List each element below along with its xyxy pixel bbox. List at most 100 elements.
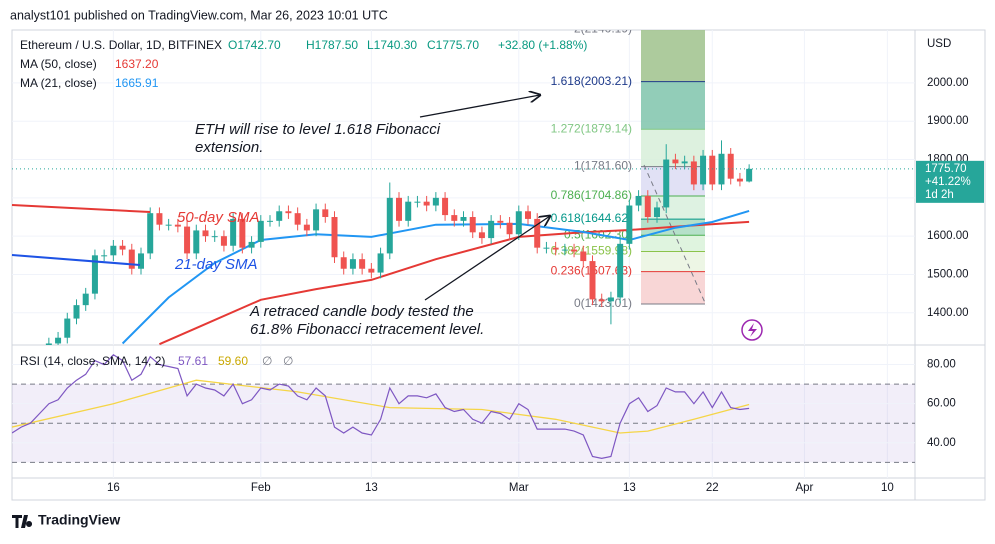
candle-body (110, 245, 117, 256)
candle-body (211, 236, 218, 238)
rsi-pane (12, 346, 915, 478)
ohlc-value: C1775.70 (427, 38, 479, 52)
candle-body (746, 168, 753, 182)
alert-icon-bolt (748, 323, 757, 337)
annotation: extension. (195, 139, 263, 156)
x-tick-label: Mar (509, 482, 529, 494)
x-tick-label: 13 (623, 482, 636, 494)
candle-body (736, 178, 743, 182)
candle-body (497, 220, 504, 223)
candle-body (469, 217, 476, 233)
candle-body (654, 207, 660, 218)
alert-icon[interactable] (741, 319, 763, 341)
candle-body (359, 259, 366, 269)
arrow (424, 216, 550, 301)
fib-zone (641, 81, 705, 130)
candle-body (709, 155, 716, 185)
annotation: 50-day SMA (177, 209, 260, 226)
legend-value: 1665.91 (115, 76, 159, 90)
footer: TradingView (38, 512, 120, 528)
overlay: 1400.001500.001600.001700.001800.001900.… (107, 38, 984, 494)
fib-label: 0.618(1644.62) (551, 211, 632, 225)
candle-body (331, 217, 338, 258)
candle-body (156, 213, 163, 225)
fib-label: 1(1781.60) (574, 159, 632, 173)
legend-name: MA (21, close) (20, 76, 97, 90)
candle-body (294, 213, 301, 225)
price-tag-countdown: 1d 2h (925, 189, 954, 201)
candle-body (220, 236, 227, 246)
y-tick-label: 1500.00 (927, 269, 969, 281)
fib-trend (643, 164, 707, 306)
candle-body (313, 209, 320, 231)
candle-body (442, 197, 449, 216)
candle-body (267, 220, 273, 222)
annotation: 21-day SMA (174, 256, 258, 273)
x-tick-label: 10 (881, 482, 894, 494)
candle-body (617, 243, 624, 298)
candle-body (672, 159, 679, 164)
candle-body (230, 218, 237, 246)
legend-name: MA (50, close) (20, 57, 97, 71)
candle-body (73, 305, 80, 319)
candle-body (488, 220, 495, 239)
candle-body (432, 197, 439, 206)
candle-body (405, 201, 412, 221)
candle-body (414, 201, 421, 203)
ohlc-value: L1740.30 (367, 38, 417, 52)
x-tick-label: 13 (365, 482, 378, 494)
rsi-legend: RSI (14, close, SMA, 14, 2) (20, 354, 165, 368)
rsi-legend-value: 57.61 (178, 354, 208, 368)
candle-body (91, 255, 98, 294)
candle-body (635, 195, 642, 206)
candle-body (322, 209, 329, 218)
x-tick-label: Feb (251, 482, 271, 494)
candle-body (239, 218, 246, 248)
annotation: A retraced candle body tested the (249, 303, 474, 320)
candle-body (340, 257, 347, 269)
fib-label: 1.272(1879.14) (551, 121, 632, 135)
candle-body (349, 259, 356, 269)
candle-body (506, 222, 513, 235)
rsi-tick-label: 80.00 (927, 359, 956, 371)
candle-body (690, 161, 697, 185)
candle-body (165, 224, 172, 226)
header: analyst101 published on TradingView.com,… (10, 8, 388, 22)
fib-zone (641, 30, 705, 82)
symbol: Ethereum / U.S. Dollar, 1D, BITFINEX (20, 38, 222, 52)
candle-body (285, 211, 292, 214)
candle-body (727, 153, 734, 179)
candle-body (101, 255, 108, 257)
y-tick-label: 1400.00 (927, 307, 969, 319)
candle-body (423, 201, 430, 206)
candle-body (598, 299, 605, 302)
fib-label: 0(1423.01) (574, 296, 632, 310)
candle-body (543, 247, 550, 249)
rsi-line (12, 354, 750, 460)
annotation: ETH will rise to level 1.618 Fibonacci (195, 121, 441, 138)
rsi-sma-line (12, 379, 750, 434)
candle-body (276, 211, 283, 221)
candle-body (571, 249, 578, 252)
candle-body (451, 215, 458, 221)
rsi-tick-label: 60.00 (927, 398, 956, 410)
candle-body (478, 232, 485, 239)
candle-body (193, 230, 200, 254)
candle-body (396, 197, 402, 221)
trendline (11, 254, 141, 266)
rsi-legend-value: 59.60 (218, 354, 248, 368)
price-tag (916, 160, 984, 203)
fib-label: 1.618(2003.21) (551, 74, 632, 88)
fib-zone (641, 235, 705, 252)
candle-body (184, 226, 191, 254)
candle-body (644, 195, 651, 218)
candle-body (386, 197, 393, 254)
candle-body (147, 213, 154, 254)
x-tick-label: Apr (795, 482, 813, 494)
y-tick-label: 1900.00 (927, 115, 969, 127)
fib-label: 2(2140.19) (574, 21, 632, 35)
candle-body (525, 211, 531, 219)
candle-body (460, 217, 467, 221)
fib-label: 0.382(1559.98) (551, 244, 632, 258)
